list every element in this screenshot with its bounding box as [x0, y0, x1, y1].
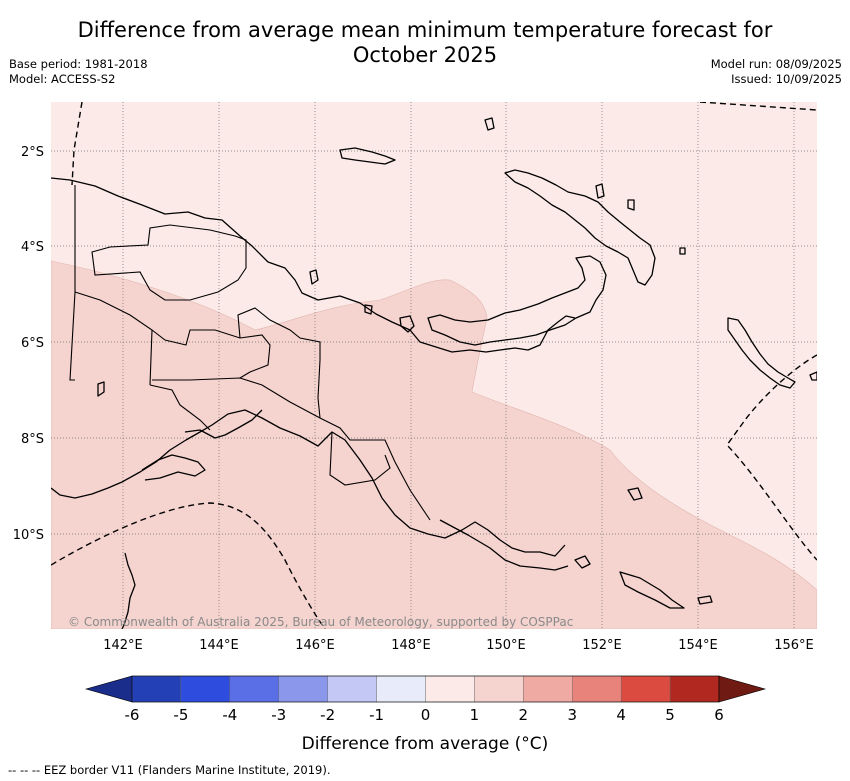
- lat-label-4s: 4°S: [21, 240, 44, 255]
- colorbar-tick-label: 3: [567, 706, 577, 724]
- lon-label-144e: 144°E: [199, 638, 239, 653]
- eez-borders: [51, 102, 817, 629]
- colorbar-tick-label: 0: [421, 706, 431, 724]
- meta-right: Model run: 08/09/2025 Issued: 10/09/2025: [711, 57, 842, 87]
- chart-title: Difference from average mean minimum tem…: [0, 18, 850, 68]
- colorbar-tick-label: -1: [369, 706, 384, 724]
- lon-label-142e: 142°E: [103, 638, 143, 653]
- colorbar-tick-label: -4: [222, 706, 237, 724]
- lat-label-8s: 8°S: [21, 432, 44, 447]
- colorbar: -6 -5 -4 -3 -2 -1 0 1 2 3 4 5 6 Difference from aver…: [84, 675, 767, 754]
- colorbar-cell: [376, 675, 426, 703]
- lat-label-6s: 6°S: [21, 336, 44, 351]
- copyright-text: © Commonwealth of Australia 2025, Bureau…: [68, 615, 573, 629]
- map-area: © Commonwealth of Australia 2025, Bureau…: [51, 102, 817, 629]
- coastlines: [51, 117, 817, 629]
- colorbar-tick-label: -6: [125, 706, 140, 724]
- graticule: [51, 102, 817, 629]
- colorbar-cell: [180, 675, 231, 703]
- colorbar-tick-label: -2: [320, 706, 335, 724]
- lon-label-146e: 146°E: [295, 638, 335, 653]
- colorbar-cells: [131, 675, 720, 703]
- colorbar-cell: [620, 675, 671, 703]
- colorbar-extend-high: [718, 675, 767, 703]
- colorbar-tick-label: 4: [616, 706, 626, 724]
- title-line-2: October 2025: [352, 43, 498, 67]
- colorbar-tick-label: 1: [470, 706, 480, 724]
- colorbar-cell: [278, 675, 328, 703]
- colorbar-tick-label: -5: [173, 706, 188, 724]
- lat-label-10s: 10°S: [13, 528, 44, 543]
- colorbar-cell: [131, 675, 182, 703]
- anomaly-fill-1-2: [51, 260, 817, 629]
- colorbar-tick-label: 2: [519, 706, 529, 724]
- colorbar-cell: [474, 675, 524, 703]
- colorbar-cell: [669, 675, 720, 703]
- colorbar-cell: [523, 675, 573, 703]
- admin-borders: [69, 185, 431, 521]
- title-line-1: Difference from average mean minimum tem…: [77, 18, 773, 42]
- base-period-text: Base period: 1981-2018: [9, 57, 148, 71]
- colorbar-tick-labels: -6 -5 -4 -3 -2 -1 0 1 2 3 4 5 6: [125, 706, 724, 724]
- colorbar-tick-label: 5: [665, 706, 675, 724]
- colorbar-title: Difference from average (°C): [302, 734, 549, 754]
- colorbar-tick-label: 6: [714, 706, 724, 724]
- lat-labels: 2°S 4°S 6°S 8°S 10°S: [13, 145, 44, 543]
- colorbar-extend-low: [84, 675, 133, 703]
- meta-left: Base period: 1981-2018 Model: ACCESS-S2: [9, 57, 148, 87]
- lon-label-150e: 150°E: [486, 638, 526, 653]
- colorbar-cell: [229, 675, 279, 703]
- colorbar-cell: [327, 675, 377, 703]
- colorbar-cell: [572, 675, 622, 703]
- colorbar-cell: [425, 675, 475, 703]
- lon-label-156e: 156°E: [774, 638, 814, 653]
- lon-label-154e: 154°E: [678, 638, 718, 653]
- colorbar-tick-label: -3: [271, 706, 286, 724]
- model-run-text: Model run: 08/09/2025: [710, 57, 842, 71]
- lon-label-148e: 148°E: [391, 638, 431, 653]
- issued-text: Issued: 10/09/2025: [731, 72, 842, 86]
- lat-label-2s: 2°S: [21, 145, 44, 160]
- lon-labels: 142°E 144°E 146°E 148°E 150°E 152°E 154°…: [103, 638, 814, 653]
- model-text: Model: ACCESS-S2: [9, 72, 116, 86]
- eez-legend-note: -- -- -- EEZ border V11 (Flanders Marine…: [8, 763, 331, 777]
- lon-label-152e: 152°E: [582, 638, 622, 653]
